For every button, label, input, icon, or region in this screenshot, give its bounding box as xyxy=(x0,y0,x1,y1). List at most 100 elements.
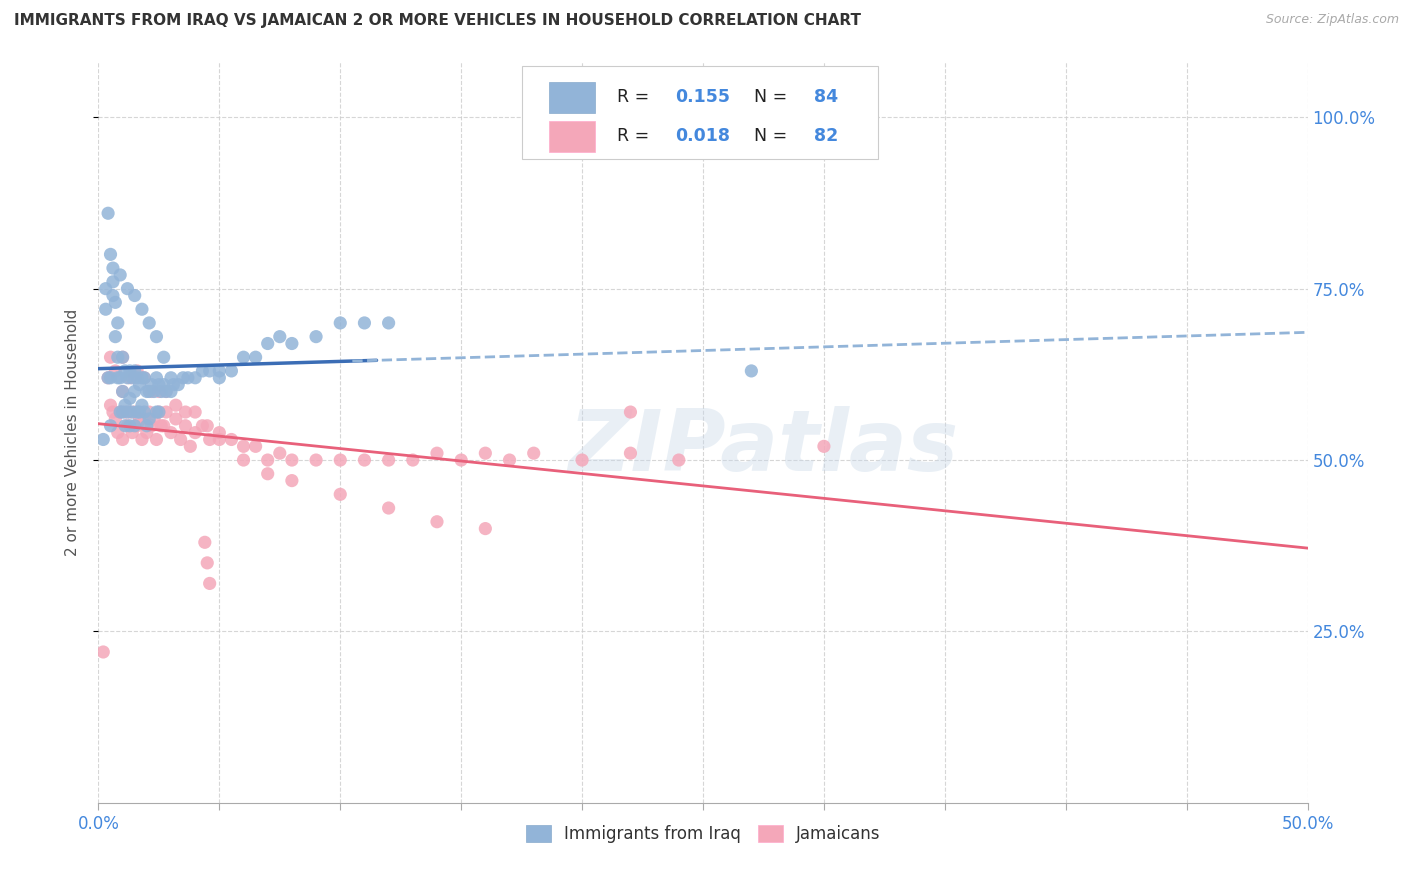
Point xyxy=(104,364,127,378)
Point xyxy=(114,405,136,419)
Point xyxy=(269,329,291,343)
Text: Source: ZipAtlas.com: Source: ZipAtlas.com xyxy=(1265,13,1399,27)
Point xyxy=(152,350,174,364)
Bar xyxy=(550,120,595,152)
Point xyxy=(118,418,141,433)
Point xyxy=(281,453,304,467)
Point xyxy=(111,350,134,364)
Text: 0.155: 0.155 xyxy=(675,88,730,106)
Point xyxy=(329,453,352,467)
Text: N =: N = xyxy=(742,128,793,145)
Point xyxy=(135,418,157,433)
Point xyxy=(152,377,174,392)
Point xyxy=(305,329,328,343)
Point xyxy=(118,405,141,419)
Point xyxy=(117,282,139,296)
Point xyxy=(281,474,304,488)
Point xyxy=(150,384,173,399)
Point xyxy=(402,453,425,467)
Point xyxy=(232,350,254,364)
Point xyxy=(100,418,122,433)
Point xyxy=(208,364,231,378)
Point xyxy=(195,556,218,570)
Bar xyxy=(550,81,595,112)
Point xyxy=(124,288,146,302)
Point xyxy=(131,433,153,447)
Point xyxy=(135,384,157,399)
Point xyxy=(91,433,114,447)
Point xyxy=(108,405,131,419)
Point xyxy=(498,453,520,467)
Point xyxy=(104,412,127,426)
Point xyxy=(118,392,141,406)
Point xyxy=(174,405,197,419)
Point xyxy=(198,433,221,447)
Point xyxy=(148,377,170,392)
Point xyxy=(256,453,278,467)
Point xyxy=(184,405,207,419)
Point xyxy=(232,453,254,467)
Point xyxy=(108,405,131,419)
Point xyxy=(117,405,139,419)
Text: N =: N = xyxy=(742,88,793,106)
Point xyxy=(107,316,129,330)
Point xyxy=(94,282,117,296)
Point xyxy=(377,501,399,516)
Point xyxy=(160,425,183,440)
Point xyxy=(305,453,328,467)
Point xyxy=(245,350,267,364)
Point xyxy=(256,336,278,351)
Point xyxy=(155,384,177,399)
Point xyxy=(172,371,194,385)
Point xyxy=(111,350,134,364)
Point xyxy=(111,433,134,447)
Point xyxy=(100,350,122,364)
Point xyxy=(165,412,187,426)
Point xyxy=(114,398,136,412)
Point xyxy=(124,364,146,378)
Point xyxy=(245,439,267,453)
Point xyxy=(148,384,170,399)
Point xyxy=(124,418,146,433)
Point xyxy=(128,412,150,426)
Text: IMMIGRANTS FROM IRAQ VS JAMAICAN 2 OR MORE VEHICLES IN HOUSEHOLD CORRELATION CHA: IMMIGRANTS FROM IRAQ VS JAMAICAN 2 OR MO… xyxy=(14,13,860,29)
Point xyxy=(97,371,120,385)
Point xyxy=(138,316,160,330)
Point xyxy=(134,405,156,419)
Point xyxy=(141,384,163,399)
Point xyxy=(523,446,546,460)
Point xyxy=(619,446,641,460)
Point xyxy=(131,398,153,412)
Point xyxy=(474,522,496,536)
Point xyxy=(191,418,214,433)
Point xyxy=(135,425,157,440)
Point xyxy=(145,329,167,343)
Legend: Immigrants from Iraq, Jamaicans: Immigrants from Iraq, Jamaicans xyxy=(519,819,887,850)
Point xyxy=(114,364,136,378)
Point xyxy=(107,371,129,385)
Point xyxy=(145,405,167,419)
Point xyxy=(138,405,160,419)
Point xyxy=(148,405,170,419)
Point xyxy=(145,433,167,447)
Point xyxy=(740,364,762,378)
Point xyxy=(162,377,184,392)
Point xyxy=(184,371,207,385)
Point xyxy=(571,453,593,467)
Point xyxy=(160,371,183,385)
Point xyxy=(167,377,190,392)
Point xyxy=(114,418,136,433)
Point xyxy=(143,384,166,399)
Point xyxy=(169,433,191,447)
Point xyxy=(165,398,187,412)
Point xyxy=(100,371,122,385)
Point xyxy=(813,439,835,453)
Point xyxy=(100,398,122,412)
Point xyxy=(111,384,134,399)
Point xyxy=(121,405,143,419)
Point xyxy=(121,425,143,440)
Point xyxy=(191,364,214,378)
Point xyxy=(134,371,156,385)
Point xyxy=(160,384,183,399)
Text: 0.018: 0.018 xyxy=(675,128,730,145)
